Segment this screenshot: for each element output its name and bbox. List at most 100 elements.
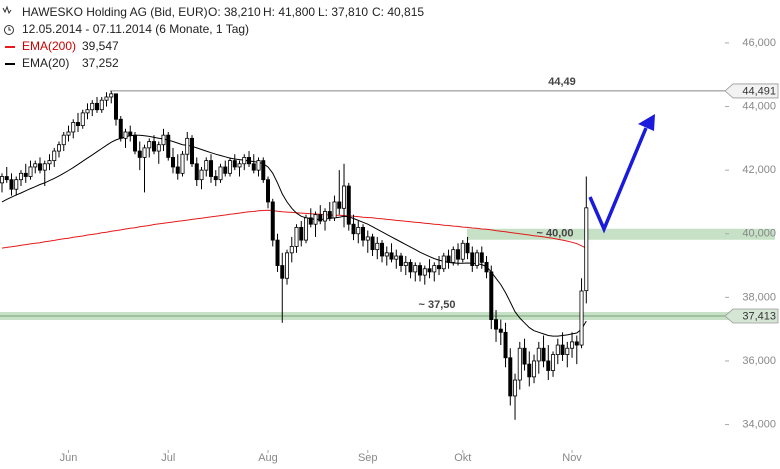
candle-body xyxy=(242,157,247,165)
candle-body xyxy=(304,217,309,241)
candle-body xyxy=(451,249,456,263)
candle-body xyxy=(61,134,66,146)
y-tick-label: 38,000 xyxy=(742,291,776,303)
candle-body xyxy=(104,96,109,101)
candle-body xyxy=(427,268,432,273)
candle-body xyxy=(80,112,85,127)
candle-body xyxy=(18,172,23,181)
candle-body xyxy=(318,214,323,222)
candle-body xyxy=(441,255,446,270)
candle-body xyxy=(14,179,19,190)
candle-body xyxy=(152,141,157,152)
candle-body xyxy=(99,99,104,111)
x-tick-label: Sep xyxy=(358,452,378,464)
candle-body xyxy=(351,223,356,235)
y-tick-label: 34,000 xyxy=(742,418,776,430)
x-tick-label: Jun xyxy=(60,452,78,464)
candle-body xyxy=(223,166,228,174)
candle-body xyxy=(4,176,9,181)
candle-body xyxy=(394,255,399,260)
candle-body xyxy=(294,226,299,247)
candle-body xyxy=(147,141,152,149)
candle-body xyxy=(266,179,271,203)
chart-title: HAWESKO Holding AG (Bid, EUR) xyxy=(22,5,208,19)
quote-open: O: 38,210 xyxy=(208,5,261,19)
candle-body xyxy=(527,363,532,378)
candle-body xyxy=(494,319,499,330)
candle-body xyxy=(508,357,513,397)
chart-icon xyxy=(2,5,12,15)
candle-body xyxy=(513,379,518,397)
candle-body xyxy=(551,354,556,371)
candle-body xyxy=(389,252,394,260)
candle-body xyxy=(418,265,423,276)
candle-body xyxy=(460,242,465,260)
annotation: 44,49 xyxy=(548,76,576,88)
level-label: 37,413 xyxy=(742,310,776,322)
candle-body xyxy=(346,185,351,225)
candle-body xyxy=(375,242,380,251)
header: HAWESKO Holding AG (Bid, EUR) O: 38,210 … xyxy=(0,0,430,72)
candle-body xyxy=(517,347,522,381)
candle-body xyxy=(256,160,261,171)
quote-high: H: 41,800 xyxy=(263,5,315,19)
candle-body xyxy=(190,137,195,165)
legend-value: 39,547 xyxy=(82,39,119,53)
forecast-arrow-head xyxy=(638,114,655,131)
plot-area: 44,49 ~ 40,00 ~ 37,50 34,000 36,000 38,000 40,… xyxy=(0,37,779,464)
candle-body xyxy=(199,169,204,181)
candle-body xyxy=(479,252,484,263)
legend-label: EMA(200) xyxy=(22,39,76,53)
candle-body xyxy=(37,163,42,171)
candle-body xyxy=(118,118,123,139)
candle-body xyxy=(228,160,233,174)
candle-body xyxy=(541,347,546,362)
candle-body xyxy=(47,160,52,165)
level-label: 44,491 xyxy=(742,85,776,97)
candle-body xyxy=(370,236,375,251)
candle-body xyxy=(33,163,38,168)
candle-body xyxy=(66,131,71,136)
candle-body xyxy=(437,265,442,270)
candle-body xyxy=(546,360,551,371)
candle-body xyxy=(446,255,451,263)
candle-body xyxy=(232,160,237,168)
resistance-band xyxy=(467,228,775,240)
candle-body xyxy=(403,261,408,266)
header-background xyxy=(0,0,430,72)
candle-body xyxy=(109,93,114,98)
y-tick-label: 44,000 xyxy=(742,100,776,112)
candle-body xyxy=(470,252,475,266)
candle-body xyxy=(142,147,147,158)
annotation: ~ 37,50 xyxy=(418,299,455,311)
candle-body xyxy=(332,201,337,219)
candle-body xyxy=(579,290,584,346)
candle-body xyxy=(570,341,575,349)
candle-body xyxy=(23,172,28,177)
candle-body xyxy=(175,166,180,174)
candle-body xyxy=(161,134,166,146)
candle-body xyxy=(71,122,76,133)
candle-body xyxy=(90,102,95,111)
candle-body xyxy=(204,160,209,171)
candle-body xyxy=(76,122,81,127)
candle-body xyxy=(342,185,347,209)
candle-body xyxy=(0,176,4,184)
candle-body xyxy=(9,179,14,190)
level-box xyxy=(724,83,779,99)
candle-body xyxy=(384,252,389,257)
candle-body xyxy=(166,134,171,158)
candle-body xyxy=(275,239,280,266)
candle-body xyxy=(380,242,385,257)
candle-body xyxy=(465,242,470,254)
candle-body xyxy=(280,265,285,279)
candle-body xyxy=(308,217,313,225)
candle-body xyxy=(475,252,480,266)
legend-label: EMA(20) xyxy=(22,56,69,70)
candle-body xyxy=(237,163,242,168)
candle-body xyxy=(408,261,413,273)
x-tick-label: Aug xyxy=(258,452,278,464)
candle-body xyxy=(180,153,185,174)
quote-low: L: 37,810 xyxy=(318,5,368,19)
